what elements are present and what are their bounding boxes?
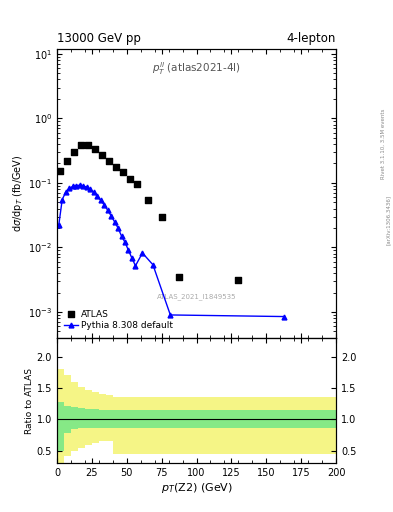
- X-axis label: $p_T$(Z2) (GeV): $p_T$(Z2) (GeV): [160, 481, 233, 495]
- Point: [106, 157, 112, 165]
- Y-axis label: d$\sigma$/dp$_T$ (fb/GeV): d$\sigma$/dp$_T$ (fb/GeV): [11, 155, 26, 232]
- Text: [arXiv:1306.3436]: [arXiv:1306.3436]: [386, 195, 391, 245]
- Text: ATLAS_2021_I1849535: ATLAS_2021_I1849535: [157, 293, 236, 300]
- Point: [64, 157, 71, 165]
- Point: [158, 212, 165, 221]
- Point: [92, 145, 99, 154]
- Text: 4-lepton: 4-lepton: [286, 32, 336, 45]
- Point: [113, 163, 119, 172]
- Point: [85, 141, 92, 150]
- Point: [127, 175, 133, 183]
- Point: [99, 151, 105, 159]
- Legend: ATLAS, Pythia 8.308 default: ATLAS, Pythia 8.308 default: [61, 307, 176, 333]
- Y-axis label: Ratio to ATLAS: Ratio to ATLAS: [25, 368, 34, 434]
- Point: [176, 273, 182, 281]
- Point: [145, 196, 151, 204]
- Text: Rivet 3.1.10, 3.5M events: Rivet 3.1.10, 3.5M events: [381, 108, 386, 179]
- Point: [120, 168, 127, 177]
- Point: [78, 141, 84, 150]
- Point: [235, 276, 241, 284]
- Point: [134, 180, 140, 188]
- Point: [57, 166, 64, 175]
- Text: $p_T^{ll}$ (atlas2021-4l): $p_T^{ll}$ (atlas2021-4l): [152, 60, 241, 77]
- Point: [71, 148, 77, 156]
- Text: 13000 GeV pp: 13000 GeV pp: [57, 32, 141, 45]
